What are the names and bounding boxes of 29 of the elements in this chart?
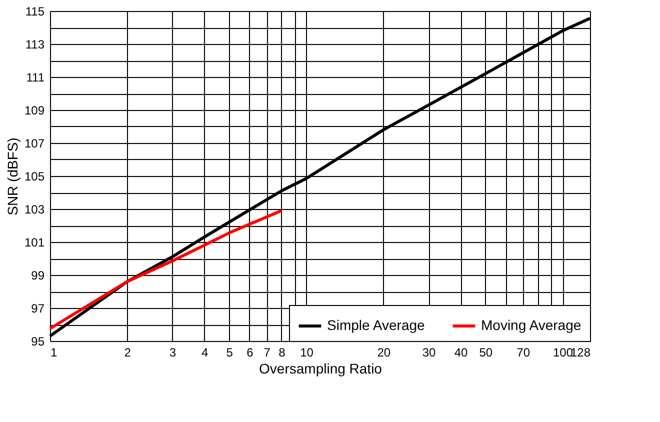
x-axis-title: Oversampling Ratio bbox=[259, 360, 382, 376]
legend-label: Moving Average bbox=[481, 317, 582, 333]
y-tick-label: 115 bbox=[25, 4, 45, 18]
y-tick-label: 97 bbox=[31, 302, 45, 316]
y-tick-label: 95 bbox=[31, 334, 45, 348]
x-tick-label: 4 bbox=[201, 346, 208, 360]
y-tick-label: 113 bbox=[25, 38, 45, 52]
x-tick-label: 5 bbox=[226, 346, 234, 360]
y-tick-label: 103 bbox=[24, 202, 45, 216]
y-axis-title: SNR (dBFS) bbox=[4, 138, 20, 216]
y-tick-label: 111 bbox=[26, 70, 45, 84]
x-tick-label: 1 bbox=[50, 346, 58, 360]
x-tick-label: 30 bbox=[422, 346, 436, 360]
y-tick-label: 105 bbox=[24, 170, 45, 184]
legend-label: Simple Average bbox=[327, 317, 426, 333]
x-tick-label: 10 bbox=[300, 346, 314, 360]
x-tick-label: 40 bbox=[454, 346, 468, 360]
y-tick-label: 109 bbox=[24, 104, 45, 118]
y-tick-label: 107 bbox=[24, 136, 45, 150]
x-tick-label: 3 bbox=[169, 346, 176, 360]
x-tick-label: 50 bbox=[479, 346, 493, 360]
x-tick-label: 20 bbox=[377, 346, 391, 360]
y-tick-label: 99 bbox=[31, 268, 45, 282]
y-tick-label: 101 bbox=[24, 236, 45, 250]
x-tick-label: 7 bbox=[264, 346, 271, 360]
x-tick-label: 6 bbox=[246, 346, 254, 360]
x-tick-label: 8 bbox=[278, 346, 286, 360]
x-tick-label: 2 bbox=[124, 346, 132, 360]
x-tick-label: 70 bbox=[516, 346, 530, 360]
